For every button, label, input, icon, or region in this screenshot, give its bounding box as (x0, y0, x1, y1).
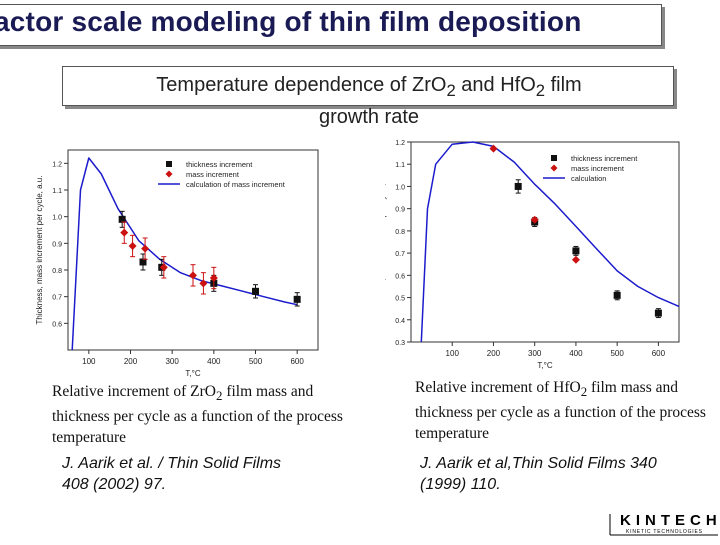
thickness-point (613, 291, 621, 299)
mass-point (141, 244, 150, 253)
y-tick-label: 1.1 (395, 162, 405, 169)
title-box (0, 4, 662, 46)
logo-wordmark: KINTECH (620, 512, 720, 529)
y-axis-label: Thickness, mass increment per cycle, a.u… (385, 168, 387, 317)
mass-point (128, 242, 137, 250)
x-tick-label: 600 (290, 357, 304, 366)
slide-subtitle: Temperature dependence of ZrO2 and HfO2 … (62, 72, 676, 130)
mass-point (209, 274, 218, 282)
y-tick-label: 0.9 (52, 241, 62, 248)
mass-point (530, 215, 539, 224)
caption-right: Relative increment of HfO2 film mass and… (415, 377, 715, 444)
legend-thickness-symbol (166, 161, 172, 167)
x-tick-label: 300 (528, 349, 542, 358)
kintech-logo-graphic: KINTECH KINETIC TECHNOLOGIES (609, 512, 720, 536)
subtitle-part1: Temperature dependence of ZrO (156, 74, 447, 96)
y-tick-label: 0.9 (395, 207, 405, 214)
plot-frame (67, 149, 319, 351)
subtitle-line2: growth rate (318, 106, 420, 128)
y-tick-label: 0.4 (395, 318, 405, 325)
mass-point (189, 271, 197, 280)
mass-point (199, 279, 208, 288)
y-tick-label: 1.2 (52, 161, 62, 168)
thickness-point (654, 309, 662, 317)
y-tick-label: 1.0 (52, 215, 62, 222)
x-axis-label: T,°C (537, 361, 552, 370)
legend-label: mass increment (186, 170, 240, 179)
caption-left-b: film mass and thickness per cycle as a f… (52, 383, 343, 447)
x-tick-label: 200 (487, 349, 501, 358)
x-tick-label: 100 (446, 349, 460, 358)
x-tick-label: 600 (652, 349, 666, 358)
legend-label: calculation of mass increment (186, 180, 286, 189)
slide-title: actor scale modeling of thin film deposi… (0, 6, 582, 37)
calculation-curve (420, 141, 680, 343)
kintech-logo: KINTECH KINETIC TECHNOLOGIES (608, 505, 720, 540)
x-tick-label: 500 (610, 349, 624, 358)
legend-mass-symbol (550, 164, 558, 172)
y-tick-label: 0.6 (52, 321, 62, 328)
thickness-point (293, 295, 301, 303)
legend-label: thickness increment (571, 154, 638, 163)
x-tick-label: 300 (165, 357, 179, 366)
x-tick-label: 200 (124, 357, 138, 366)
caption-right-b: film mass and thickness per cycle as a f… (415, 379, 706, 443)
x-axis-label: T,°C (185, 369, 200, 378)
x-tick-label: 500 (249, 357, 263, 366)
caption-right-a: Relative increment of HfO (415, 379, 581, 396)
y-tick-label: 1.0 (395, 184, 405, 191)
thickness-point (139, 258, 147, 266)
logo-tagline: KINETIC TECHNOLOGIES (626, 529, 703, 535)
y-tick-label: 0.8 (395, 229, 405, 236)
y-tick-label: 0.7 (395, 251, 405, 258)
caption-left: Relative increment of ZrO2 film mass and… (52, 381, 352, 448)
caption-left-sub: 2 (215, 388, 223, 404)
legend-label: mass increment (571, 164, 625, 173)
zro2-chart: 100 200 300 400 500 600 0.6 0.7 0.8 0.9 1.0 1.1 1.2 T… (35, 149, 319, 378)
mass-point (120, 228, 129, 237)
thickness-point (252, 287, 259, 295)
thickness-point (514, 182, 522, 190)
x-tick-label: 100 (82, 357, 96, 366)
mass-point (489, 144, 498, 153)
y-tick-label: 0.6 (395, 273, 405, 280)
legend-thickness-symbol (551, 155, 557, 161)
mass-point (159, 263, 168, 272)
y-tick-label: 1.2 (395, 140, 405, 147)
y-tick-label: 0.8 (52, 268, 62, 275)
subtitle-sub1: 2 (446, 81, 456, 100)
calculation-curve (71, 157, 298, 351)
reference-left: J. Aarik et al. / Thin Solid Films 408 (… (62, 455, 282, 493)
caption-left-a: Relative increment of ZrO (52, 383, 216, 400)
legend-mass-symbol (165, 170, 173, 178)
y-axis-label: Thickness, mass increment per cycle, a.u… (35, 176, 44, 325)
legend-label: thickness increment (186, 160, 253, 169)
y-tick-label: 0.7 (52, 295, 62, 302)
mass-point (571, 255, 580, 264)
subtitle-part3: film (545, 74, 582, 96)
y-tick-label: 0.5 (395, 296, 405, 303)
x-tick-label: 400 (569, 349, 583, 358)
plot-frame (410, 141, 680, 343)
subtitle-part2: and HfO (455, 74, 536, 96)
caption-right-sub: 2 (580, 384, 588, 400)
subtitle-box (62, 66, 674, 106)
hfo2-chart: 100 200 300 400 500 600 0.3 0.4 0.5 0.6 0.7 0.8 0.9 1… (385, 140, 680, 370)
y-tick-label: 0.3 (395, 340, 405, 347)
thickness-point (572, 247, 580, 255)
thickness-point (118, 215, 126, 223)
legend-label: calculation (571, 174, 606, 183)
subtitle-sub2: 2 (535, 81, 546, 100)
reference-right: J. Aarik et al,Thin Solid Films 340 (199… (420, 455, 657, 493)
x-tick-label: 400 (207, 357, 221, 366)
y-tick-label: 1.1 (52, 188, 62, 195)
